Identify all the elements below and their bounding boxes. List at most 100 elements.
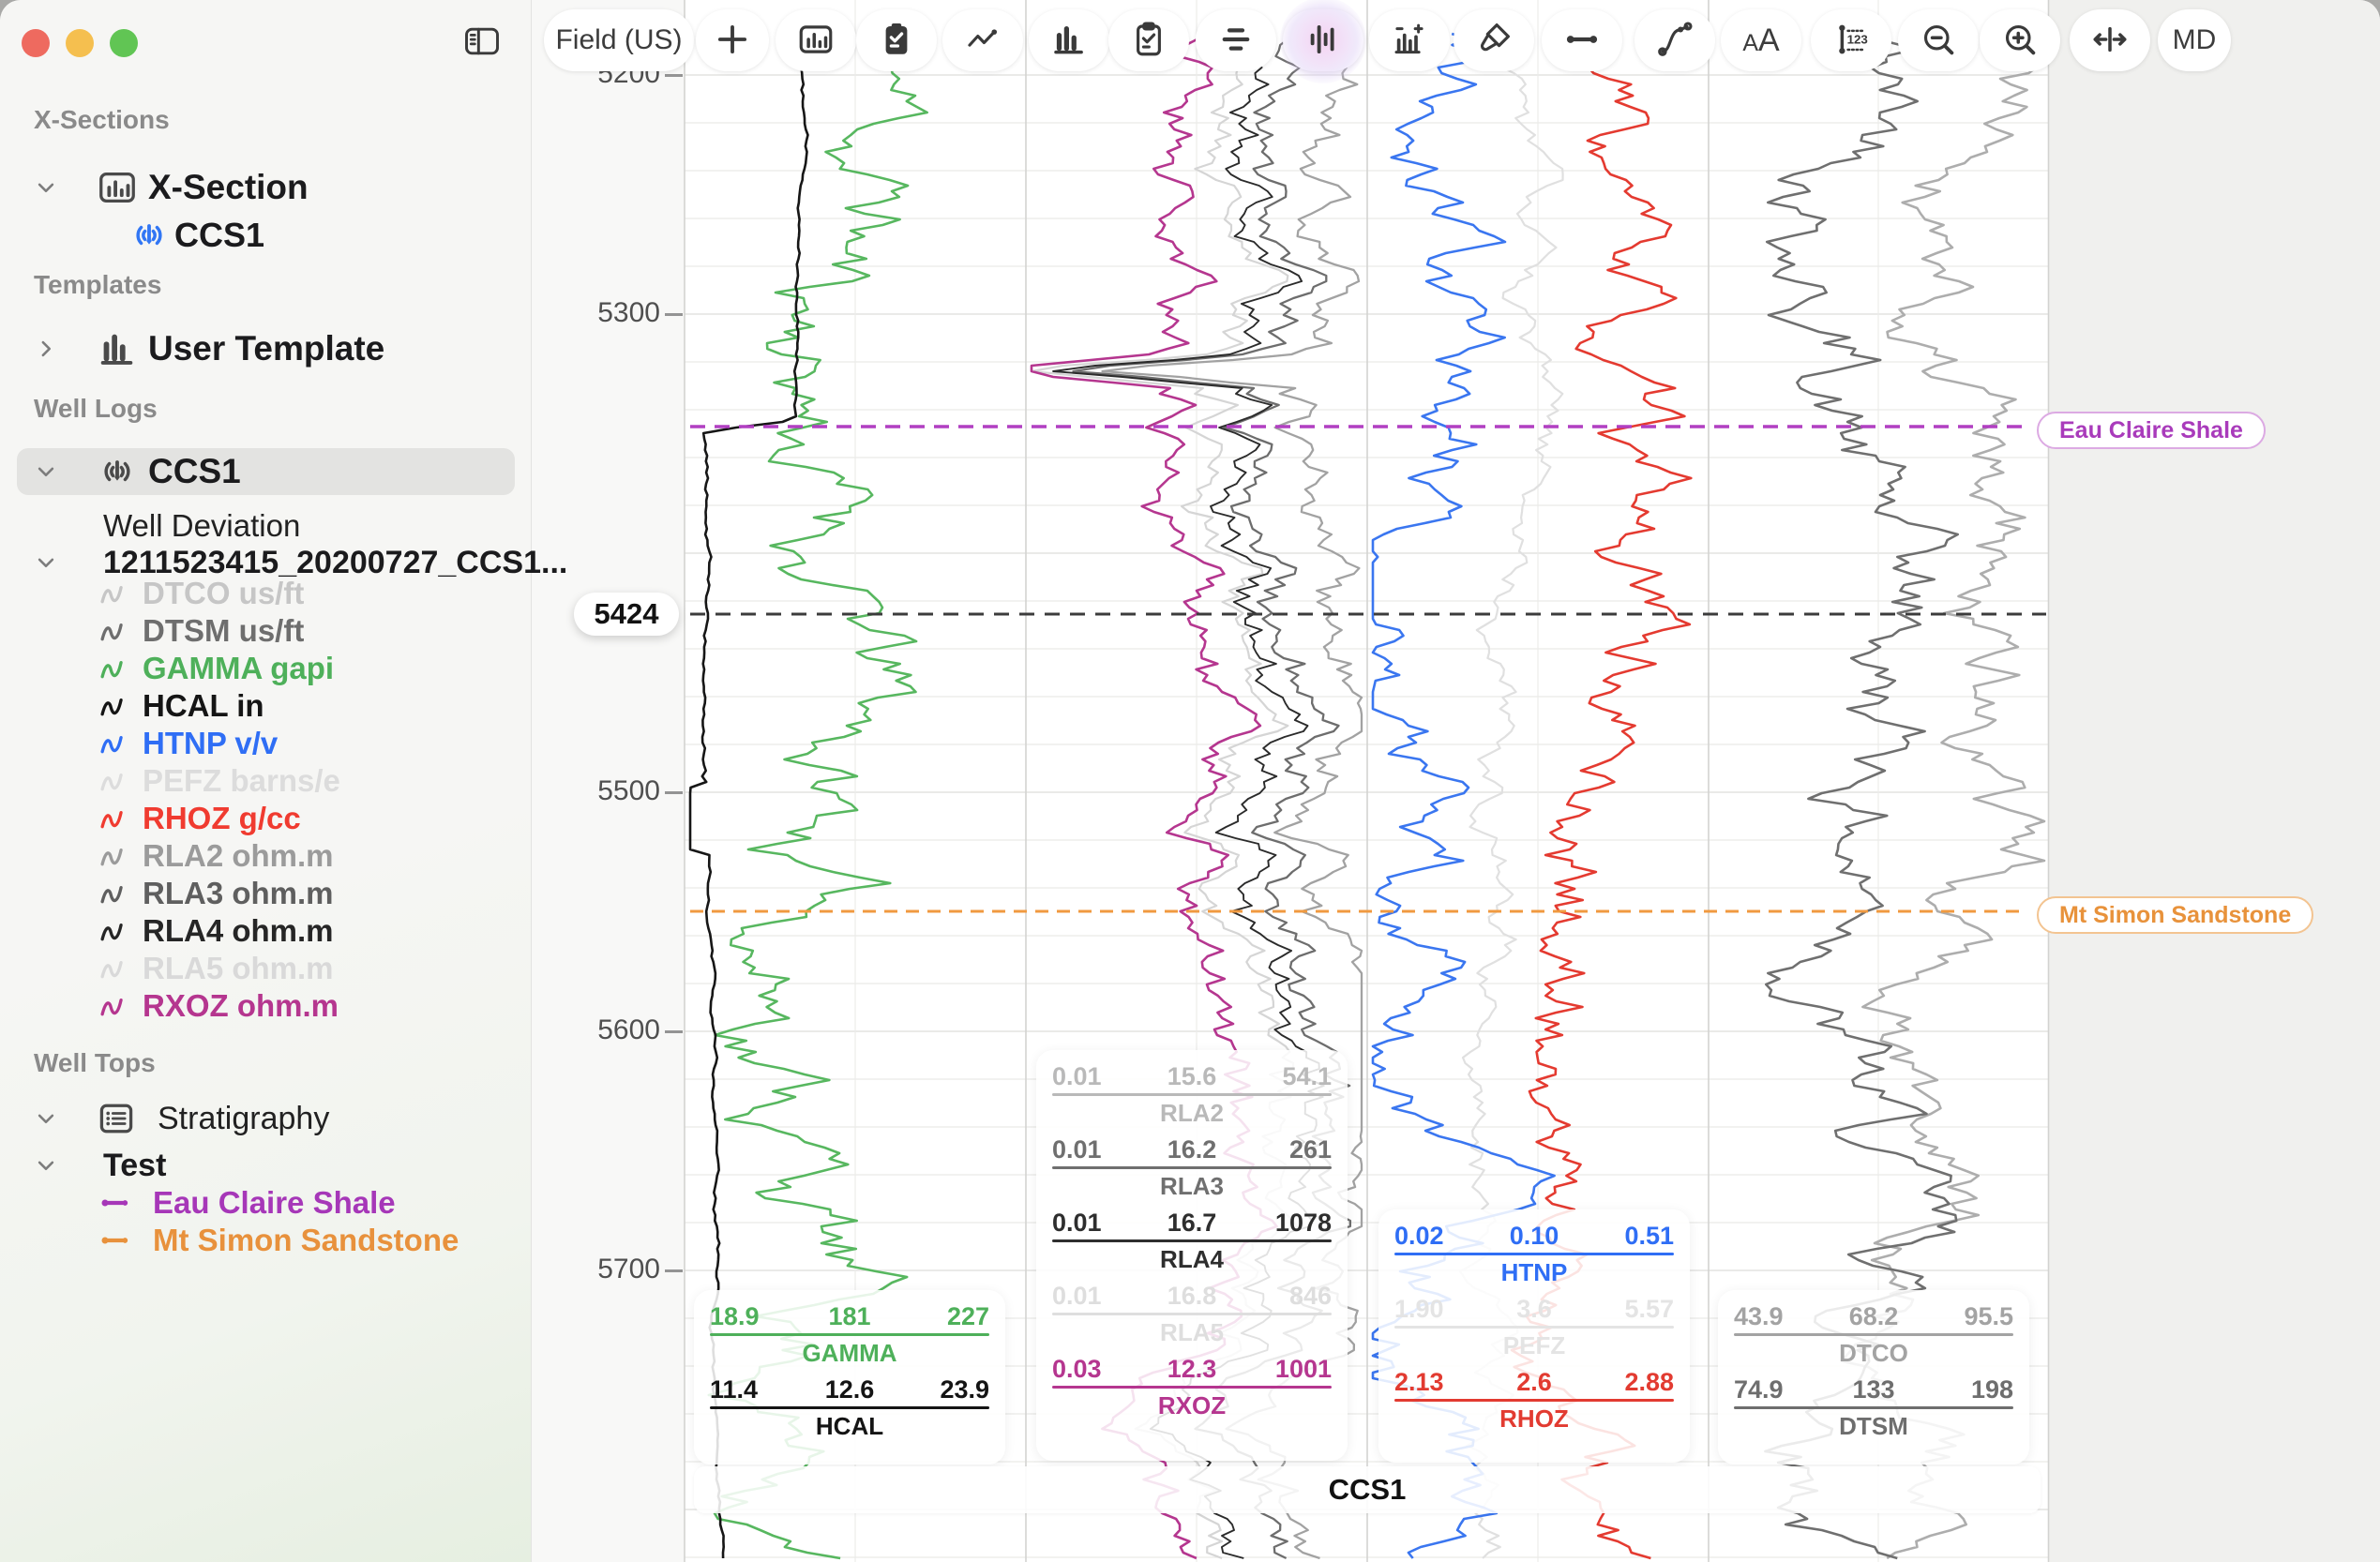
line-chart-icon <box>963 20 1002 62</box>
well-name-bar: CCS1 <box>694 1466 2041 1513</box>
sidebar-item-rla4-ohm-m[interactable]: RLA4 ohm.m <box>0 912 532 950</box>
legend-row-dtco[interactable]: 43.9 68.2 95.5 DTCO <box>1734 1300 2013 1368</box>
chevron-down-icon[interactable] <box>32 458 60 490</box>
sidebar-item-label: RHOZ g/cc <box>143 800 301 835</box>
line-chart-button[interactable] <box>942 9 1023 71</box>
sidebar-item-stratigraphy[interactable]: Stratigraphy <box>0 1097 532 1140</box>
plus-icon <box>713 20 752 62</box>
chevron-down-icon[interactable] <box>32 548 60 581</box>
close-button[interactable] <box>22 29 50 57</box>
squiggle-icon <box>96 988 131 1029</box>
sidebar-item-hcal-in[interactable]: HCAL in <box>0 687 532 725</box>
sidebar-item-rla3-ohm-m[interactable]: RLA3 ohm.m <box>0 875 532 912</box>
sidebar-item-rxoz-ohm-m[interactable]: RXOZ ohm.m <box>0 987 532 1025</box>
clipboard-filled-icon <box>877 20 916 62</box>
well-top-label-mt-simon-sandstone[interactable]: Mt Simon Sandstone <box>2037 896 2314 934</box>
track-legend-panel: 0.02 0.10 0.51 HTNP 1.90 3.6 5.57 PEFZ 2.13 2.6 2.… <box>1378 1209 1690 1463</box>
squiggle-icon <box>96 613 131 653</box>
xsection-chart-button[interactable] <box>776 9 856 71</box>
squiggle-icon <box>96 876 131 916</box>
curve-scale-max: 54.1 <box>1282 1062 1332 1090</box>
bezier-icon <box>1655 20 1695 62</box>
squiggle-icon <box>96 763 131 804</box>
sidebar-item-mt-simon-sandstone[interactable]: Mt Simon Sandstone <box>0 1222 532 1259</box>
curve-scale-max: 0.51 <box>1624 1222 1674 1250</box>
sidebar-item-1211523415-20200727-ccs1[interactable]: 1211523415_20200727_CCS1... <box>0 544 567 581</box>
sidebar-item-x-section[interactable]: X-Section <box>0 165 532 210</box>
sidebar-item-label: X-Section <box>148 168 309 207</box>
bars-plus-icon <box>1390 20 1429 62</box>
connector-icon <box>1562 20 1602 62</box>
text-size-button[interactable]: AA <box>1721 9 1801 71</box>
curve-scale-max: 261 <box>1288 1135 1332 1164</box>
sidebar-item-label: Well Deviation <box>103 507 301 543</box>
sidebar-item-gamma-gapi[interactable]: GAMMA gapi <box>0 650 532 687</box>
sidebar-item-label: PEFZ barns/e <box>143 762 340 798</box>
align-center-button[interactable] <box>1196 9 1276 71</box>
histogram-button[interactable] <box>1029 9 1109 71</box>
curve-scale-min: 2.13 <box>1394 1368 1444 1396</box>
curve-scale-min: 0.02 <box>1394 1222 1444 1250</box>
sidebar-toggle-button[interactable] <box>458 21 506 62</box>
curve-scale-min: 18.9 <box>710 1302 760 1330</box>
sidebar-item-htnp-v-v[interactable]: HTNP v/v <box>0 725 532 762</box>
sidebar-item-test[interactable]: Test <box>0 1146 532 1185</box>
fit-width-button[interactable] <box>2070 9 2150 71</box>
sidebar-item-pefz-barns-e[interactable]: PEFZ barns/e <box>0 762 532 800</box>
curve-scale-value: 133 <box>1852 1375 1895 1404</box>
zoom-out-icon <box>1919 20 1958 62</box>
legend-row-htnp[interactable]: 0.02 0.10 0.51 HTNP <box>1394 1220 1674 1287</box>
curve-edit-button[interactable] <box>1634 9 1715 71</box>
paintbrush-icon <box>1474 20 1514 62</box>
sidebar-item-ccs1[interactable]: CCS1 <box>0 448 532 495</box>
sidebar-item-well-deviation[interactable]: Well Deviation <box>0 508 532 544</box>
well-top-label-eau-claire-shale[interactable]: Eau Claire Shale <box>2037 412 2266 449</box>
zoom-out-button[interactable] <box>1898 9 1979 71</box>
legend-row-gamma[interactable]: 18.9 181 227 GAMMA <box>710 1300 989 1368</box>
units-button[interactable]: Field (US) <box>544 9 694 71</box>
curve-scale-value: 181 <box>828 1302 871 1330</box>
depth-numbers-button[interactable]: 123 <box>1811 9 1891 71</box>
sidebar-item-dtco-us-ft[interactable]: DTCO us/ft <box>0 575 532 612</box>
legend-row-rla4[interactable]: 0.01 16.7 1078 RLA4 <box>1052 1207 1332 1274</box>
curve-scale-max: 846 <box>1288 1282 1332 1310</box>
sidebar-item-eau-claire-shale[interactable]: Eau Claire Shale <box>0 1184 532 1222</box>
add-button[interactable] <box>696 9 769 71</box>
legend-row-rhoz[interactable]: 2.13 2.6 2.88 RHOZ <box>1394 1366 1674 1434</box>
depth-mode-button[interactable]: MD <box>2158 9 2231 71</box>
top-marker-icon <box>98 1184 135 1226</box>
add-track-button[interactable] <box>1369 9 1450 71</box>
log-tracks-button[interactable] <box>1280 0 1366 83</box>
sidebar-item-user-template[interactable]: User Template <box>0 326 532 371</box>
sidebar-item-ccs1[interactable]: CCS1 <box>0 214 532 257</box>
chevron-right-icon[interactable] <box>32 335 60 368</box>
correlation-button[interactable] <box>1542 9 1622 71</box>
sidebar-item-rhoz-g-cc[interactable]: RHOZ g/cc <box>0 800 532 837</box>
sidebar-item-label: RLA3 ohm.m <box>143 875 334 910</box>
sidebar-item-label: RLA5 ohm.m <box>143 950 334 985</box>
style-button[interactable] <box>1454 9 1534 71</box>
legend-row-rla3[interactable]: 0.01 16.2 261 RLA3 <box>1052 1134 1332 1201</box>
zoom-button[interactable] <box>110 29 138 57</box>
expand-horizontal-icon <box>2090 20 2130 62</box>
depth-tick-mark <box>665 1029 683 1033</box>
sidebar-item-rla2-ohm-m[interactable]: RLA2 ohm.m <box>0 837 532 875</box>
report-button[interactable] <box>1108 9 1189 71</box>
legend-row-rxoz[interactable]: 0.03 12.3 1001 RXOZ <box>1052 1353 1332 1420</box>
legend-row-hcal[interactable]: 11.4 12.6 23.9 HCAL <box>710 1374 989 1441</box>
minimize-button[interactable] <box>66 29 94 57</box>
log-header-button[interactable] <box>856 9 937 71</box>
chevron-down-icon[interactable] <box>32 1151 60 1184</box>
sidebar-item-dtsm-us-ft[interactable]: DTSM us/ft <box>0 612 532 650</box>
chevron-down-icon[interactable] <box>32 173 60 206</box>
zoom-in-button[interactable] <box>1980 9 2060 71</box>
legend-row-rla2[interactable]: 0.01 15.6 54.1 RLA2 <box>1052 1060 1332 1128</box>
legend-row-dtsm[interactable]: 74.9 133 198 DTSM <box>1734 1374 2013 1441</box>
depth-cursor-pill[interactable]: 5424 <box>574 593 679 636</box>
curve-scale-line <box>1052 1313 1332 1315</box>
chevron-down-icon[interactable] <box>32 1104 60 1137</box>
legend-row-rla5[interactable]: 0.01 16.8 846 RLA5 <box>1052 1280 1332 1347</box>
sidebar-item-rla5-ohm-m[interactable]: RLA5 ohm.m <box>0 950 532 987</box>
legend-row-pefz[interactable]: 1.90 3.6 5.57 PEFZ <box>1394 1293 1674 1360</box>
